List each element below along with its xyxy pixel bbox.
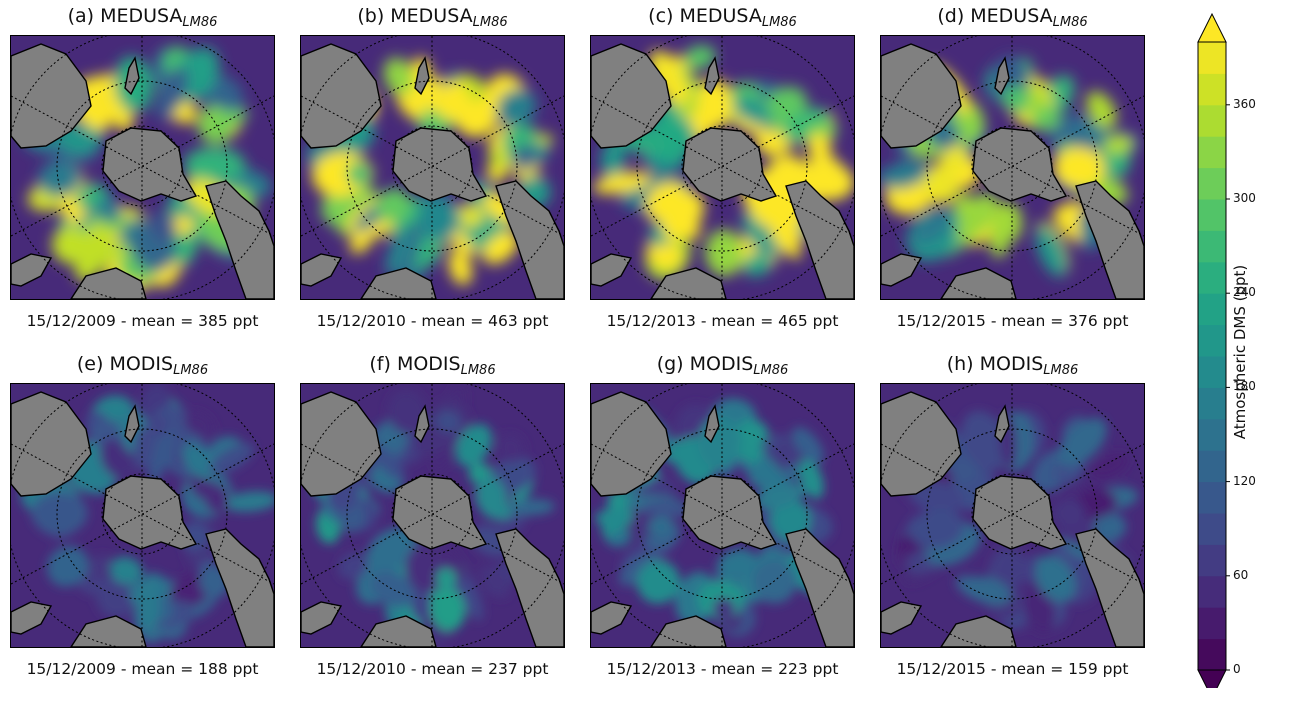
panel-title-subscript: LM86 xyxy=(761,15,797,30)
colorbar-segment xyxy=(1198,199,1226,231)
panel-title: (a) MEDUSALM86 xyxy=(68,5,218,30)
colorbar-segment xyxy=(1198,73,1226,106)
dms-field xyxy=(11,36,274,299)
polar-map xyxy=(880,383,1145,648)
graticule xyxy=(881,36,1144,299)
polar-map xyxy=(880,35,1145,300)
polar-map xyxy=(10,35,275,300)
panel-title-text: (e) MODIS xyxy=(76,353,174,375)
colorbar-segment xyxy=(1198,42,1226,74)
panel-title-subscript: LM86 xyxy=(753,363,789,378)
panel-title-text: (b) MEDUSA xyxy=(357,5,473,27)
polar-map xyxy=(590,383,855,648)
panel-title-subscript: LM86 xyxy=(1052,15,1088,30)
landmass xyxy=(301,391,564,647)
landmass xyxy=(881,391,1144,647)
colorbar-tick-label: 60 xyxy=(1233,567,1249,582)
colorbar-segment xyxy=(1198,418,1226,451)
panel-title-text: (a) MEDUSA xyxy=(67,5,183,27)
colorbar-extend-max xyxy=(1197,12,1227,43)
panel-title-subscript: LM86 xyxy=(182,15,218,30)
colorbar-tick-label: 300 xyxy=(1233,191,1256,205)
panel-title-text: (d) MEDUSA xyxy=(937,5,1053,27)
colorbar-segment xyxy=(1198,544,1226,577)
panel-title: (h) MODISLM86 xyxy=(947,353,1079,378)
landmass xyxy=(11,43,274,299)
panel-title: (b) MEDUSALM86 xyxy=(357,5,507,30)
graticule xyxy=(301,36,564,299)
colorbar-segment xyxy=(1198,356,1226,388)
dms-field xyxy=(881,384,1144,647)
panel-title-subscript: LM86 xyxy=(460,363,496,378)
landmass xyxy=(301,43,564,299)
panel-title-text: (f) MODIS xyxy=(369,353,461,375)
polar-map xyxy=(590,35,855,300)
colorbar-segment xyxy=(1198,261,1226,294)
panel-caption: 15/12/2015 - mean = 159 ppt xyxy=(896,660,1129,678)
panel-title-text: (g) MODIS xyxy=(656,353,754,375)
colorbar-segment xyxy=(1198,607,1226,640)
colorbar-tick-label: 120 xyxy=(1233,473,1256,488)
dms-field xyxy=(591,36,854,299)
landmass xyxy=(591,43,854,299)
panel-caption: 15/12/2009 - mean = 188 ppt xyxy=(26,660,259,678)
panel-caption: 15/12/2013 - mean = 465 ppt xyxy=(606,312,839,330)
graticule xyxy=(11,36,274,299)
colorbar-tick-label: 0 xyxy=(1233,662,1241,676)
colorbar-segment xyxy=(1198,167,1226,200)
colorbar-segment xyxy=(1198,638,1226,671)
panel-title: (f) MODISLM86 xyxy=(369,353,495,378)
colorbar-segment xyxy=(1198,230,1226,263)
panel-title-subscript: LM86 xyxy=(173,363,209,378)
colorbar-tick-label: 180 xyxy=(1233,379,1256,394)
colorbar-tick-label: 240 xyxy=(1233,285,1256,300)
colorbar-segment xyxy=(1198,450,1226,483)
colorbar-segment xyxy=(1198,324,1226,357)
colorbar xyxy=(1197,12,1230,688)
landmass xyxy=(881,43,1144,299)
colorbar-extend-min xyxy=(1197,669,1227,688)
graticule xyxy=(11,384,274,647)
panel-title: (e) MODISLM86 xyxy=(77,353,208,378)
colorbar-segment xyxy=(1198,104,1226,137)
colorbar-segment xyxy=(1198,481,1226,514)
panel-caption: 15/12/2015 - mean = 376 ppt xyxy=(896,312,1129,330)
colorbar-segment xyxy=(1198,513,1226,545)
graticule xyxy=(301,384,564,647)
panel-title: (g) MODISLM86 xyxy=(657,353,789,378)
panel-title: (d) MEDUSALM86 xyxy=(937,5,1087,30)
dms-field xyxy=(591,384,854,647)
panel-caption: 15/12/2010 - mean = 237 ppt xyxy=(316,660,549,678)
dms-field xyxy=(881,36,1144,299)
graticule xyxy=(591,384,854,647)
panel-caption: 15/12/2009 - mean = 385 ppt xyxy=(26,312,259,330)
landmass xyxy=(11,391,274,647)
panel-caption: 15/12/2013 - mean = 223 ppt xyxy=(606,660,839,678)
colorbar-label: Atmospheric DMS (ppt) xyxy=(1231,264,1249,440)
colorbar-tick-label: 360 xyxy=(1233,96,1256,111)
dms-field xyxy=(301,384,564,647)
panel-caption: 15/12/2010 - mean = 463 ppt xyxy=(316,312,549,330)
colorbar-segment xyxy=(1198,575,1226,608)
graticule xyxy=(591,36,854,299)
panel-title: (c) MEDUSALM86 xyxy=(648,5,797,30)
landmass xyxy=(591,391,854,647)
dms-field xyxy=(11,384,274,647)
panel-title-text: (c) MEDUSA xyxy=(648,5,762,27)
colorbar-segment xyxy=(1198,387,1226,420)
polar-map xyxy=(10,383,275,648)
polar-map xyxy=(300,383,565,648)
panel-title-text: (h) MODIS xyxy=(946,353,1044,375)
colorbar-segment xyxy=(1198,136,1226,169)
colorbar-outline xyxy=(1197,41,1227,671)
panel-title-subscript: LM86 xyxy=(472,15,508,30)
colorbar-segment xyxy=(1198,293,1226,326)
polar-map xyxy=(300,35,565,300)
dms-field xyxy=(301,36,564,299)
graticule xyxy=(881,384,1144,647)
panel-title-subscript: LM86 xyxy=(1043,363,1079,378)
